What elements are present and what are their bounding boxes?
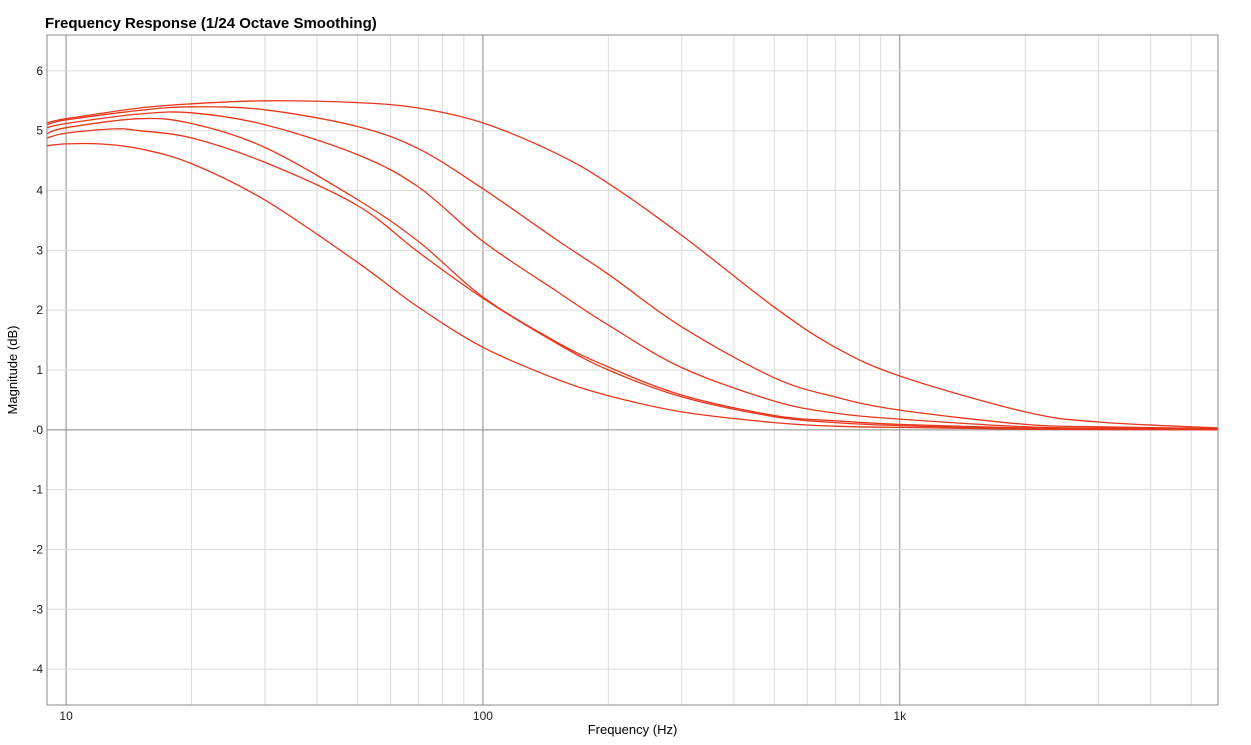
x-tick-label: 10 (59, 709, 73, 723)
series-line-2 (46, 106, 1219, 430)
y-tick-label: -2 (32, 542, 43, 556)
x-tick-label: 1k (893, 709, 907, 723)
y-tick-label: -3 (32, 602, 43, 616)
y-tick-label: 3 (36, 243, 43, 257)
series-line-4 (46, 117, 1219, 430)
series-line-6 (46, 142, 1219, 431)
x-tick-label: 100 (473, 709, 493, 723)
y-tick-label: 6 (36, 64, 43, 78)
series-lines (46, 100, 1219, 431)
y-tick-label: -0 (32, 423, 43, 437)
y-tick-label: 5 (36, 124, 43, 138)
x-axis-label: Frequency (Hz) (588, 722, 678, 737)
chart-title: Frequency Response (1/24 Octave Smoothin… (45, 15, 377, 32)
series-line-5 (46, 128, 1219, 430)
series-line-3 (46, 111, 1219, 430)
grid (46, 35, 1218, 705)
y-tick-labels: 6 5 4 3 2 1 -0 -1 -2 -3 -4 (32, 64, 43, 676)
plot-frame (46, 34, 1219, 706)
y-tick-label: -4 (32, 662, 43, 676)
y-axis-label: Magnitude (dB) (5, 326, 20, 415)
y-tick-label: -1 (32, 483, 43, 497)
y-tick-label: 1 (36, 363, 43, 377)
y-tick-label: 2 (36, 303, 43, 317)
series-line-1 (46, 100, 1219, 429)
y-tick-label: 4 (36, 184, 43, 198)
x-tick-labels: 10 100 1k (59, 709, 907, 723)
